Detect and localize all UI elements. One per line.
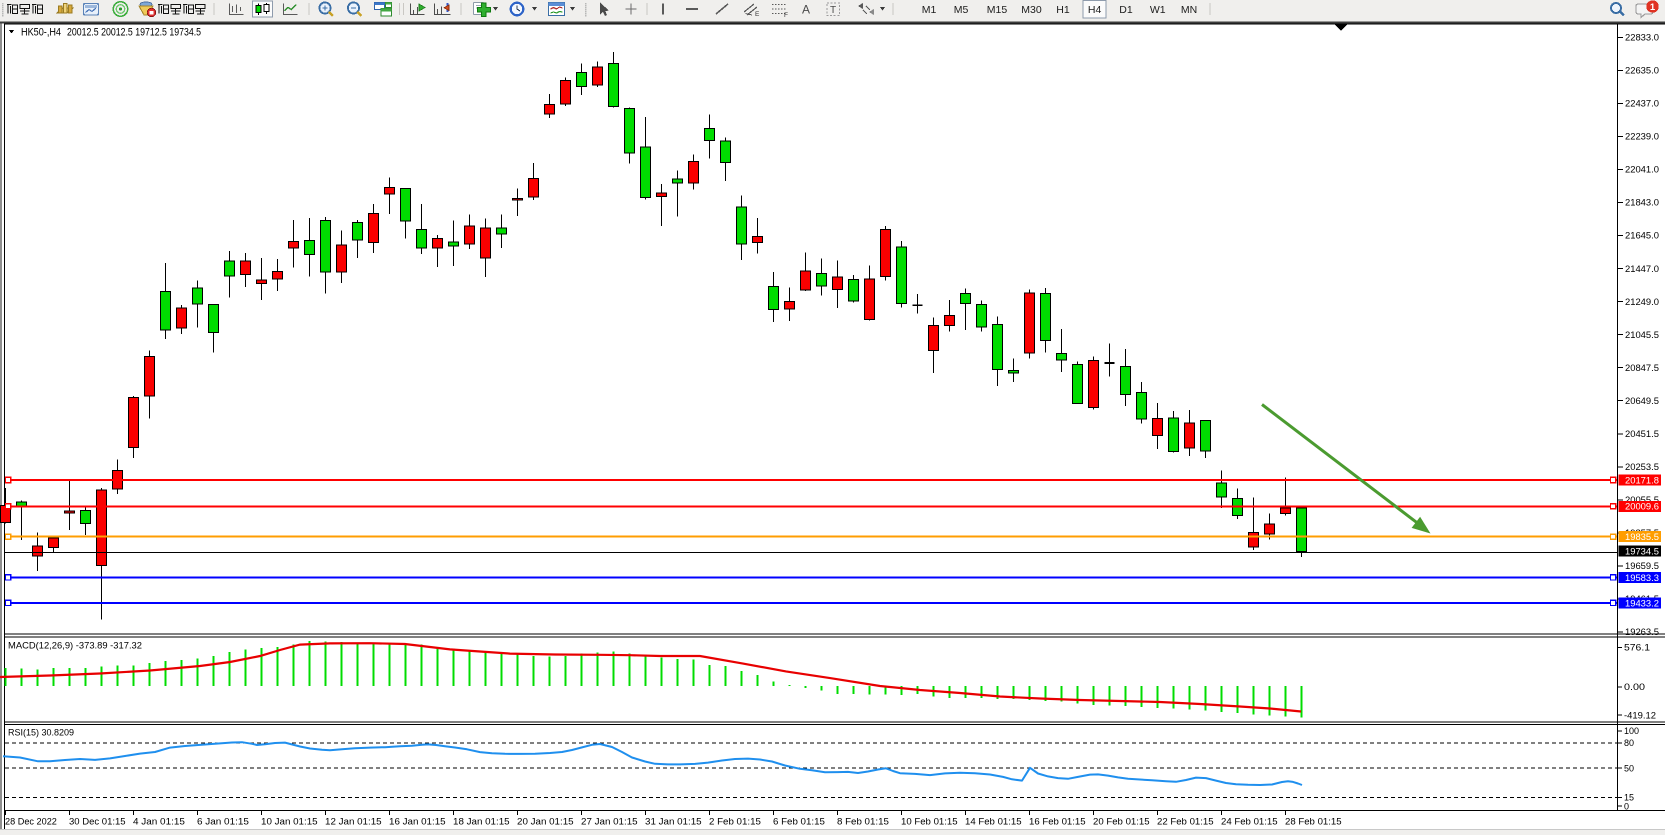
svg-text:M5: M5 bbox=[954, 4, 969, 16]
svg-text:M30: M30 bbox=[1021, 4, 1042, 16]
svg-text:16 Jan 01:15: 16 Jan 01:15 bbox=[389, 817, 446, 827]
svg-text:MACD(12,26,9) -373.89 -317.32: MACD(12,26,9) -373.89 -317.32 bbox=[8, 641, 142, 652]
svg-text:22635.0: 22635.0 bbox=[1625, 66, 1659, 76]
svg-text:28 Dec 2022: 28 Dec 2022 bbox=[5, 817, 57, 827]
svg-text:-419.12: -419.12 bbox=[1624, 710, 1656, 720]
svg-text:1: 1 bbox=[1650, 2, 1656, 13]
svg-text:F: F bbox=[784, 12, 788, 19]
svg-text:M1: M1 bbox=[922, 4, 937, 16]
svg-text:21447.0: 21447.0 bbox=[1625, 264, 1659, 274]
svg-text:15: 15 bbox=[1624, 793, 1634, 803]
svg-text:6 Feb 01:15: 6 Feb 01:15 bbox=[773, 817, 825, 827]
svg-text:24 Feb 01:15: 24 Feb 01:15 bbox=[1221, 817, 1278, 827]
svg-text:19734.5: 19734.5 bbox=[1625, 547, 1659, 557]
svg-text:19659.5: 19659.5 bbox=[1625, 561, 1659, 571]
svg-text:8 Feb 01:15: 8 Feb 01:15 bbox=[837, 817, 889, 827]
svg-text:H4: H4 bbox=[1088, 4, 1102, 16]
svg-text:576.1: 576.1 bbox=[1624, 643, 1650, 653]
svg-text:20012.5 20012.5 19712.5 19734.: 20012.5 20012.5 19712.5 19734.5 bbox=[67, 27, 201, 39]
svg-text:0: 0 bbox=[1624, 801, 1629, 811]
svg-text:19263.5: 19263.5 bbox=[1625, 627, 1659, 637]
svg-text:14 Feb 01:15: 14 Feb 01:15 bbox=[965, 817, 1022, 827]
svg-text:A: A bbox=[802, 3, 810, 17]
svg-text:6 Jan 01:15: 6 Jan 01:15 bbox=[197, 817, 249, 827]
svg-text:18 Jan 01:15: 18 Jan 01:15 bbox=[453, 817, 510, 827]
svg-text:4 Jan 01:15: 4 Jan 01:15 bbox=[133, 817, 185, 827]
svg-text:28 Feb 01:15: 28 Feb 01:15 bbox=[1285, 817, 1342, 827]
svg-text:10 Feb 01:15: 10 Feb 01:15 bbox=[901, 817, 958, 827]
svg-text:50: 50 bbox=[1624, 763, 1634, 773]
svg-text:30 Dec 01:15: 30 Dec 01:15 bbox=[69, 817, 126, 827]
svg-text:31 Jan 01:15: 31 Jan 01:15 bbox=[645, 817, 702, 827]
svg-text:RSI(15) 30.8209: RSI(15) 30.8209 bbox=[8, 728, 74, 739]
svg-text:22041.0: 22041.0 bbox=[1625, 165, 1659, 175]
svg-text:HK50-,H4: HK50-,H4 bbox=[21, 27, 61, 39]
svg-text:19433.2: 19433.2 bbox=[1625, 598, 1659, 608]
svg-text:W1: W1 bbox=[1150, 4, 1166, 16]
svg-text:D1: D1 bbox=[1119, 4, 1133, 16]
svg-text:T: T bbox=[830, 5, 836, 16]
svg-text:20451.5: 20451.5 bbox=[1625, 429, 1659, 439]
svg-text:19583.3: 19583.3 bbox=[1625, 573, 1659, 583]
svg-text:21645.0: 21645.0 bbox=[1625, 231, 1659, 241]
svg-text:M15: M15 bbox=[987, 4, 1008, 16]
svg-text:27 Jan 01:15: 27 Jan 01:15 bbox=[581, 817, 638, 827]
svg-text:19835.5: 19835.5 bbox=[1625, 532, 1659, 542]
svg-text:21843.0: 21843.0 bbox=[1625, 198, 1659, 208]
svg-text:20171.8: 20171.8 bbox=[1625, 475, 1659, 485]
svg-text:20847.5: 20847.5 bbox=[1625, 363, 1659, 373]
svg-text:12 Jan 01:15: 12 Jan 01:15 bbox=[325, 817, 382, 827]
svg-text:21249.0: 21249.0 bbox=[1625, 297, 1659, 307]
svg-text:H1: H1 bbox=[1056, 4, 1070, 16]
svg-text:20649.5: 20649.5 bbox=[1625, 396, 1659, 406]
svg-text:20 Jan 01:15: 20 Jan 01:15 bbox=[517, 817, 574, 827]
svg-text:22 Feb 01:15: 22 Feb 01:15 bbox=[1157, 817, 1214, 827]
svg-text:21045.5: 21045.5 bbox=[1625, 330, 1659, 340]
svg-text:100: 100 bbox=[1624, 726, 1639, 736]
svg-text:22833.0: 22833.0 bbox=[1625, 33, 1659, 43]
svg-text:16 Feb 01:15: 16 Feb 01:15 bbox=[1029, 817, 1086, 827]
svg-text:10 Jan 01:15: 10 Jan 01:15 bbox=[261, 817, 318, 827]
svg-text:20009.6: 20009.6 bbox=[1625, 502, 1659, 512]
svg-text:80: 80 bbox=[1624, 738, 1634, 748]
svg-text:2 Feb 01:15: 2 Feb 01:15 bbox=[709, 817, 761, 827]
svg-text:20253.5: 20253.5 bbox=[1625, 462, 1659, 472]
svg-text:0.00: 0.00 bbox=[1624, 682, 1645, 692]
svg-text:20 Feb 01:15: 20 Feb 01:15 bbox=[1093, 817, 1150, 827]
svg-text:22239.0: 22239.0 bbox=[1625, 132, 1659, 142]
svg-text:20055.5: 20055.5 bbox=[1625, 495, 1659, 505]
svg-text:22437.0: 22437.0 bbox=[1625, 99, 1659, 109]
svg-text:E: E bbox=[755, 11, 760, 18]
svg-text:MN: MN bbox=[1181, 4, 1197, 16]
